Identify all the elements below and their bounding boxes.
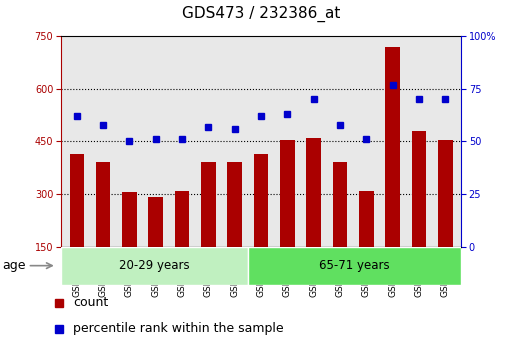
Text: 65-71 years: 65-71 years: [319, 259, 390, 272]
Bar: [175, 191, 189, 247]
Bar: [96, 162, 110, 247]
Text: 20-29 years: 20-29 years: [119, 259, 190, 272]
Bar: [254, 154, 268, 247]
Text: count: count: [73, 296, 108, 309]
Bar: [438, 140, 453, 247]
Text: GDS473 / 232386_at: GDS473 / 232386_at: [182, 6, 340, 22]
Bar: [385, 47, 400, 247]
Text: age: age: [3, 259, 26, 272]
Bar: [122, 192, 137, 247]
Bar: [61, 247, 248, 285]
Bar: [227, 162, 242, 247]
Bar: [333, 162, 347, 247]
Bar: [412, 131, 426, 247]
Bar: [248, 247, 461, 285]
Bar: [306, 138, 321, 247]
Bar: [69, 154, 84, 247]
Bar: [148, 197, 163, 247]
Bar: [359, 191, 374, 247]
Bar: [201, 162, 216, 247]
Text: percentile rank within the sample: percentile rank within the sample: [73, 322, 284, 335]
Bar: [280, 140, 295, 247]
